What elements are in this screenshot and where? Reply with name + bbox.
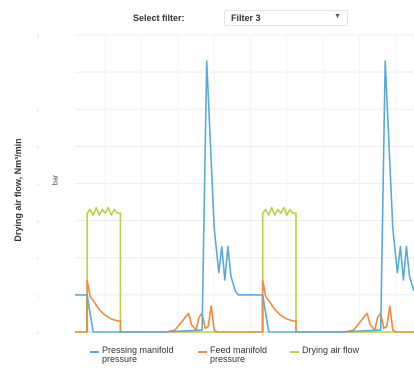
legend: Pressing manifold pressure Feed manifold…	[90, 346, 414, 371]
legend-label-air: Drying air flow	[302, 345, 360, 355]
y-tick-label: 3	[37, 219, 40, 224]
series-line-0	[75, 60, 414, 333]
y-tick-label: 7	[37, 70, 40, 75]
legend-label-feed: Feed manifold pressure	[210, 345, 268, 364]
filter-bar: Select filter: Filter 3 ▼	[0, 10, 414, 28]
y-tick-label: 2	[37, 256, 40, 261]
series-line-1	[75, 279, 414, 333]
y-tick-label: 6	[37, 107, 40, 112]
y-tick-label: 0	[37, 330, 40, 335]
legend-swatch-air	[290, 351, 299, 353]
filter-select[interactable]: Filter 3 ▼	[224, 10, 348, 26]
chevron-down-icon: ▼	[334, 13, 341, 20]
y-tick-label: 5	[37, 144, 40, 149]
y-tick-label: 8	[37, 33, 40, 38]
series-line-2	[75, 206, 414, 333]
filter-label: Select filter:	[133, 13, 185, 23]
y-tick-label: 4	[37, 182, 40, 187]
legend-swatch-feed	[198, 351, 207, 353]
legend-label-pressing: Pressing manifold pressure	[102, 345, 174, 364]
legend-swatch-pressing	[90, 351, 99, 353]
y-tick-label: 1	[37, 293, 40, 298]
filter-selected-value: Filter 3	[231, 13, 261, 23]
